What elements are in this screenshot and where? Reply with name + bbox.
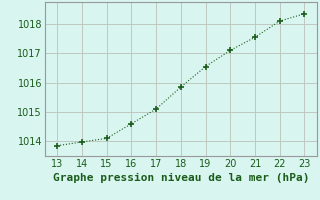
X-axis label: Graphe pression niveau de la mer (hPa): Graphe pression niveau de la mer (hPa) <box>52 173 309 183</box>
